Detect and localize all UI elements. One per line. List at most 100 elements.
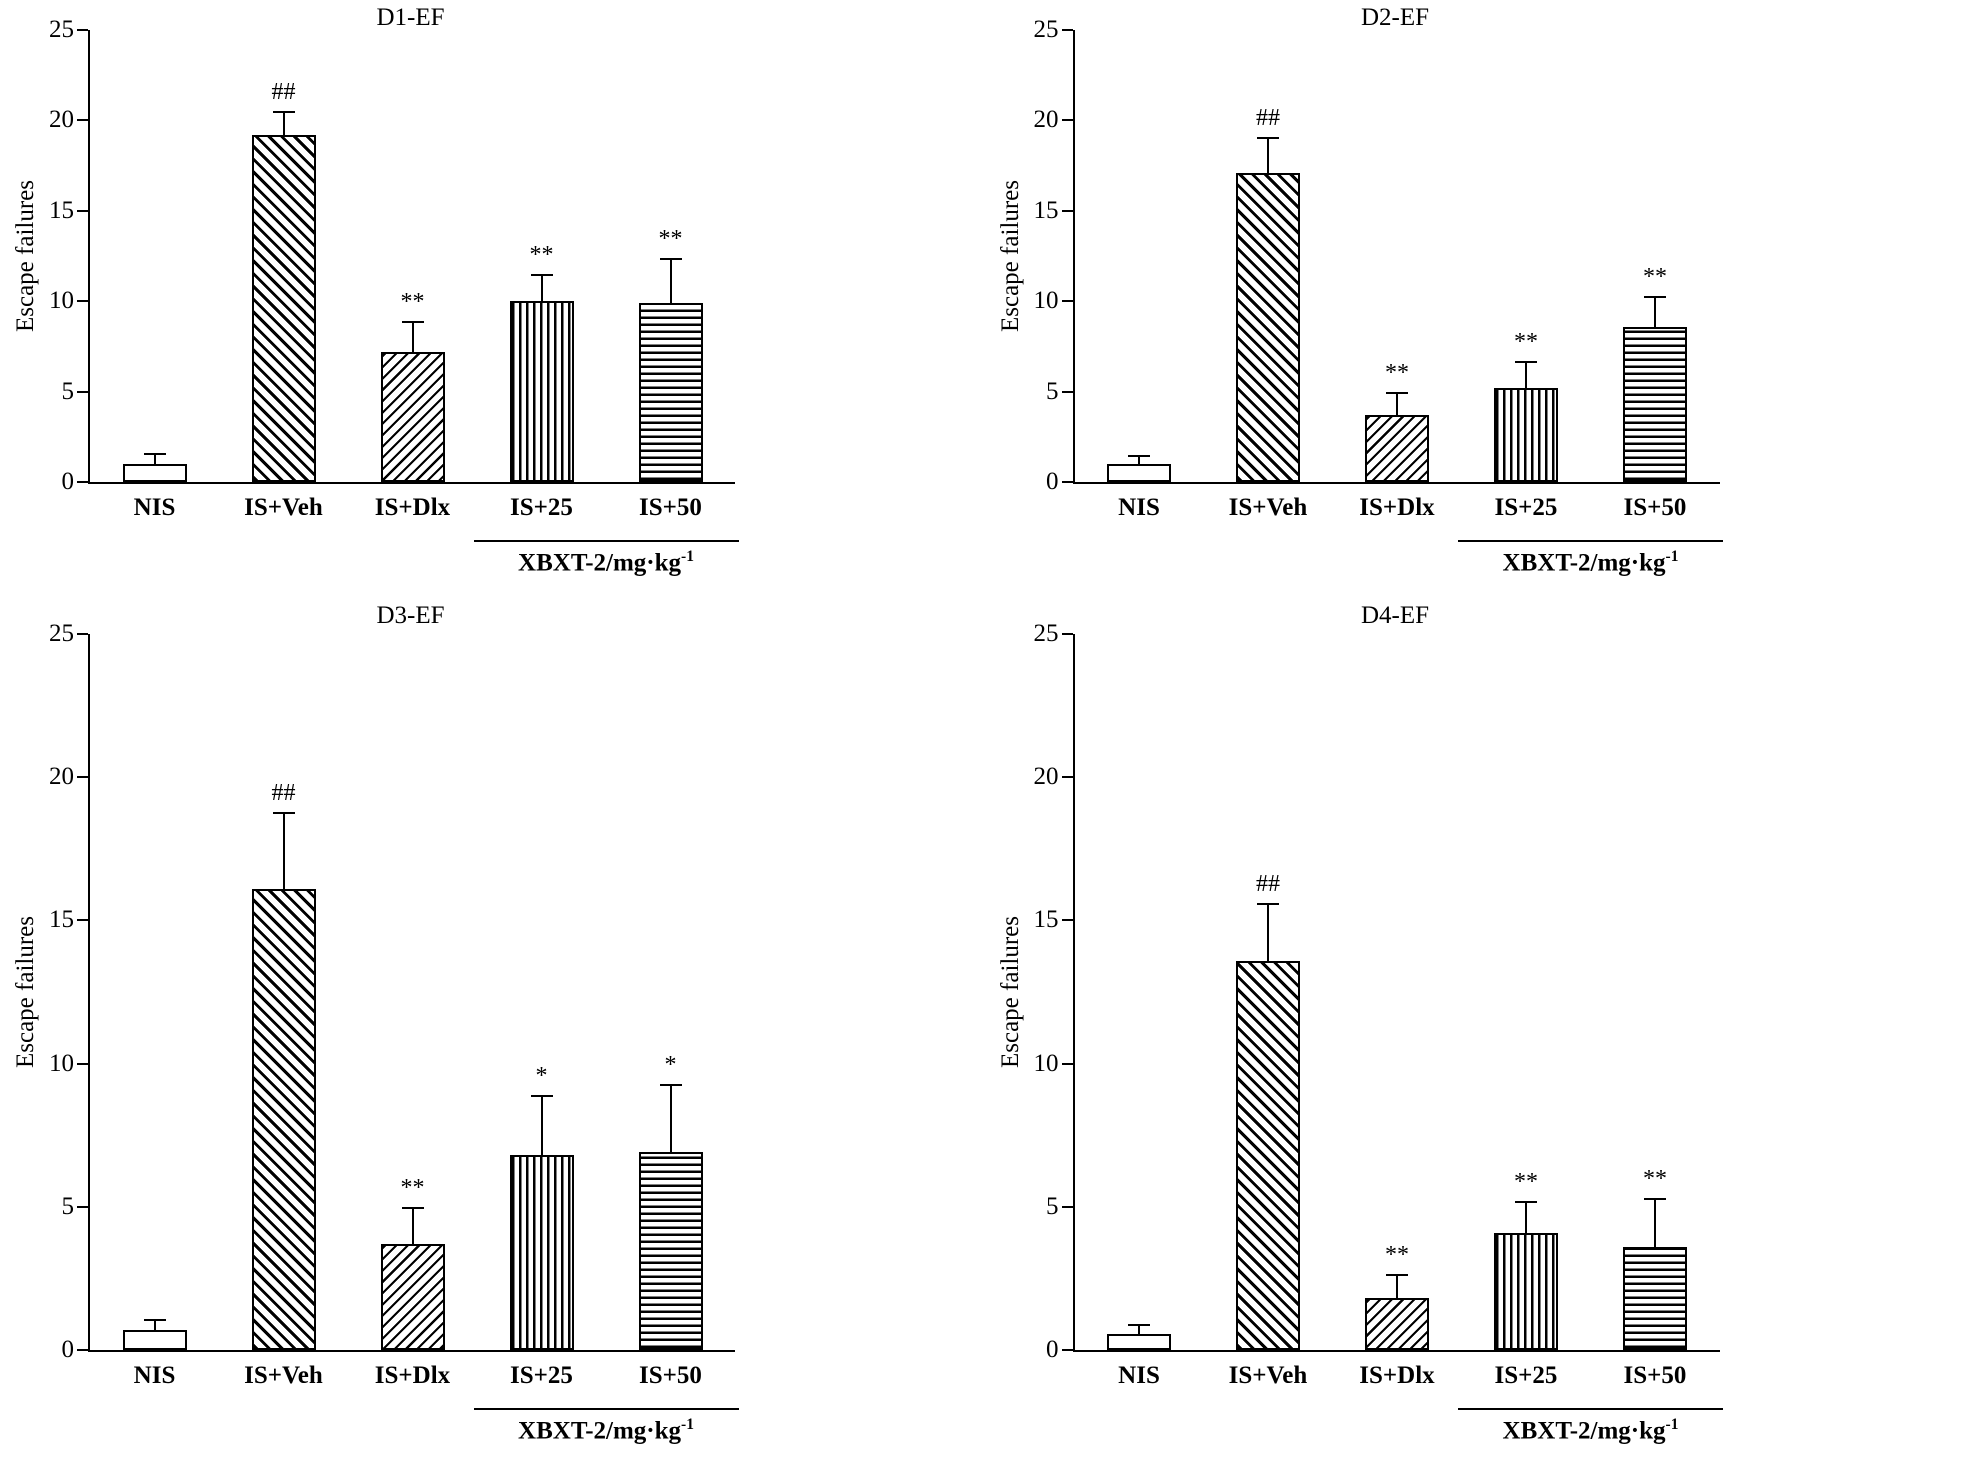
error-bar-is-50	[1654, 1198, 1656, 1247]
y-tick-mark	[1061, 209, 1073, 212]
plot-area: 0 5 10 15 20 25 NIS ## IS+Veh ** IS+Dlx ** IS+25 ** IS…	[1034, 620, 1723, 1444]
error-bar-nis	[1138, 1324, 1140, 1335]
y-tick-mark	[1061, 1205, 1073, 1208]
significance-marker-is-veh: ##	[271, 779, 296, 806]
y-tick-label: 25	[49, 16, 74, 43]
bar-is-50	[638, 303, 703, 482]
error-bar-is-dlx	[1396, 1274, 1398, 1299]
bar-is-50	[1623, 1246, 1687, 1350]
error-bar-cap-is-50	[1644, 1198, 1666, 1201]
bar-is-veh	[1236, 960, 1300, 1350]
error-bar-is-dlx	[1396, 391, 1398, 416]
error-bar-cap-is-50	[1644, 295, 1666, 298]
y-tick-mark	[77, 481, 88, 483]
bar-is-veh	[1236, 172, 1300, 482]
x-axis-label-is-25: IS+25	[1494, 494, 1558, 521]
y-tick-mark	[77, 119, 88, 122]
dose-bracket-superscript: -1	[681, 548, 694, 565]
y-tick-label: 0	[1046, 468, 1059, 495]
y-tick-mark	[77, 776, 88, 779]
y-tick-label: 10	[1033, 287, 1059, 315]
chart-title: D2-EF	[1360, 4, 1430, 31]
error-bar-cap-is-25	[1515, 1201, 1537, 1204]
bar-is-dlx	[380, 351, 445, 482]
significance-marker-is-50: **	[658, 225, 683, 252]
x-axis-label-is-25: IS+25	[510, 494, 573, 521]
y-tick-mark	[1061, 390, 1073, 393]
error-bar-nis	[153, 453, 156, 464]
x-axis-label-nis: NIS	[133, 1362, 176, 1389]
y-tick-mark	[77, 1349, 88, 1351]
dose-bracket-label: XBXT-2/mg·kg-1	[474, 548, 739, 577]
y-tick-label: 15	[49, 906, 74, 934]
dose-bracket-superscript: -1	[681, 1416, 694, 1433]
y-tick-mark	[77, 300, 88, 303]
error-bar-cap-is-dlx	[1386, 1274, 1408, 1277]
dose-bracket-line	[1458, 1408, 1723, 1410]
x-axis-label-is-50: IS+50	[639, 1362, 702, 1389]
error-bar-cap-is-veh	[1257, 136, 1279, 139]
error-bar-cap-is-veh	[1257, 903, 1279, 906]
bar-is-50	[1623, 326, 1687, 482]
dose-bracket-text: XBXT-2/mg·kg	[518, 549, 682, 577]
y-axis-label: Escape failures	[12, 179, 39, 333]
x-axis-label-is-veh: IS+Veh	[244, 494, 323, 521]
dose-bracket-line	[473, 540, 739, 542]
y-tick-mark	[1061, 481, 1073, 483]
error-bar-is-50	[1654, 295, 1656, 327]
error-bar-is-25	[1525, 360, 1527, 388]
y-tick-label: 0	[1046, 1336, 1059, 1363]
significance-marker-is-veh: ##	[271, 79, 296, 106]
significance-marker-is-dlx: **	[400, 289, 425, 316]
y-tick-mark	[77, 1062, 88, 1065]
x-axis-label-is-50: IS+50	[1623, 494, 1687, 521]
plot-area: 0 5 10 15 20 25 NIS ## IS+Veh ** IS+Dlx ** IS+25 ** IS…	[49, 16, 739, 576]
x-axis-label-is-veh: IS+Veh	[1228, 1362, 1308, 1389]
bar-nis	[122, 1329, 187, 1350]
y-tick-mark	[1061, 300, 1073, 303]
y-tick-mark	[77, 1205, 88, 1208]
significance-marker-is-50: *	[664, 1051, 677, 1078]
y-tick-mark	[77, 29, 88, 31]
significance-marker-is-25: **	[529, 242, 554, 269]
x-axis-label-is-dlx: IS+Dlx	[374, 494, 451, 521]
error-bar-is-50	[669, 257, 672, 304]
bar-nis	[1107, 1334, 1171, 1350]
y-tick-label: 10	[1033, 1049, 1059, 1077]
y-tick-mark	[77, 919, 88, 922]
error-bar-cap-nis	[143, 1318, 166, 1321]
chart-title: D4-EF	[1360, 602, 1430, 629]
error-bar-cap-is-25	[530, 274, 553, 277]
bar-is-25	[509, 301, 574, 482]
y-tick-label: 15	[1033, 196, 1059, 224]
significance-marker-is-dlx: **	[1385, 1242, 1409, 1269]
chart-panel-d2-ef: D2-EF Escape failures 0 5 10 15 20 25 NIS ## IS+…	[985, 0, 1969, 590]
bar-is-25	[509, 1155, 574, 1350]
chart-title: D3-EF	[376, 602, 445, 629]
bar-is-veh	[251, 888, 316, 1350]
x-axis-label-is-veh: IS+Veh	[244, 1362, 323, 1389]
error-bar-is-dlx	[411, 321, 414, 352]
error-bar-nis	[153, 1318, 156, 1330]
error-bar-is-veh	[1267, 903, 1269, 961]
y-tick-mark	[1061, 29, 1073, 31]
bar-is-veh	[251, 134, 316, 482]
bar-is-dlx	[1365, 415, 1429, 482]
chart-panel-d1-ef: D1-EF Escape failures 0 5 10 15 20 25 NIS ## IS+…	[0, 0, 985, 590]
bar-is-25	[1494, 387, 1558, 482]
y-tick-mark	[1061, 633, 1073, 635]
y-tick-label: 25	[49, 620, 74, 647]
error-bar-is-veh	[1267, 136, 1269, 173]
error-bar-is-25	[540, 1095, 543, 1156]
x-axis-label-nis: NIS	[1118, 494, 1160, 521]
error-bar-cap-is-dlx	[1386, 391, 1408, 394]
bar-nis	[1107, 463, 1171, 482]
significance-marker-is-25: *	[535, 1063, 548, 1090]
y-tick-label: 20	[1033, 763, 1059, 791]
y-tick-mark	[1061, 1062, 1073, 1065]
x-axis-label-is-25: IS+25	[510, 1362, 573, 1389]
significance-marker-is-veh: ##	[1256, 871, 1280, 898]
dose-bracket-label: XBXT-2/mg·kg-1	[474, 1416, 739, 1445]
error-bar-is-50	[669, 1083, 672, 1153]
